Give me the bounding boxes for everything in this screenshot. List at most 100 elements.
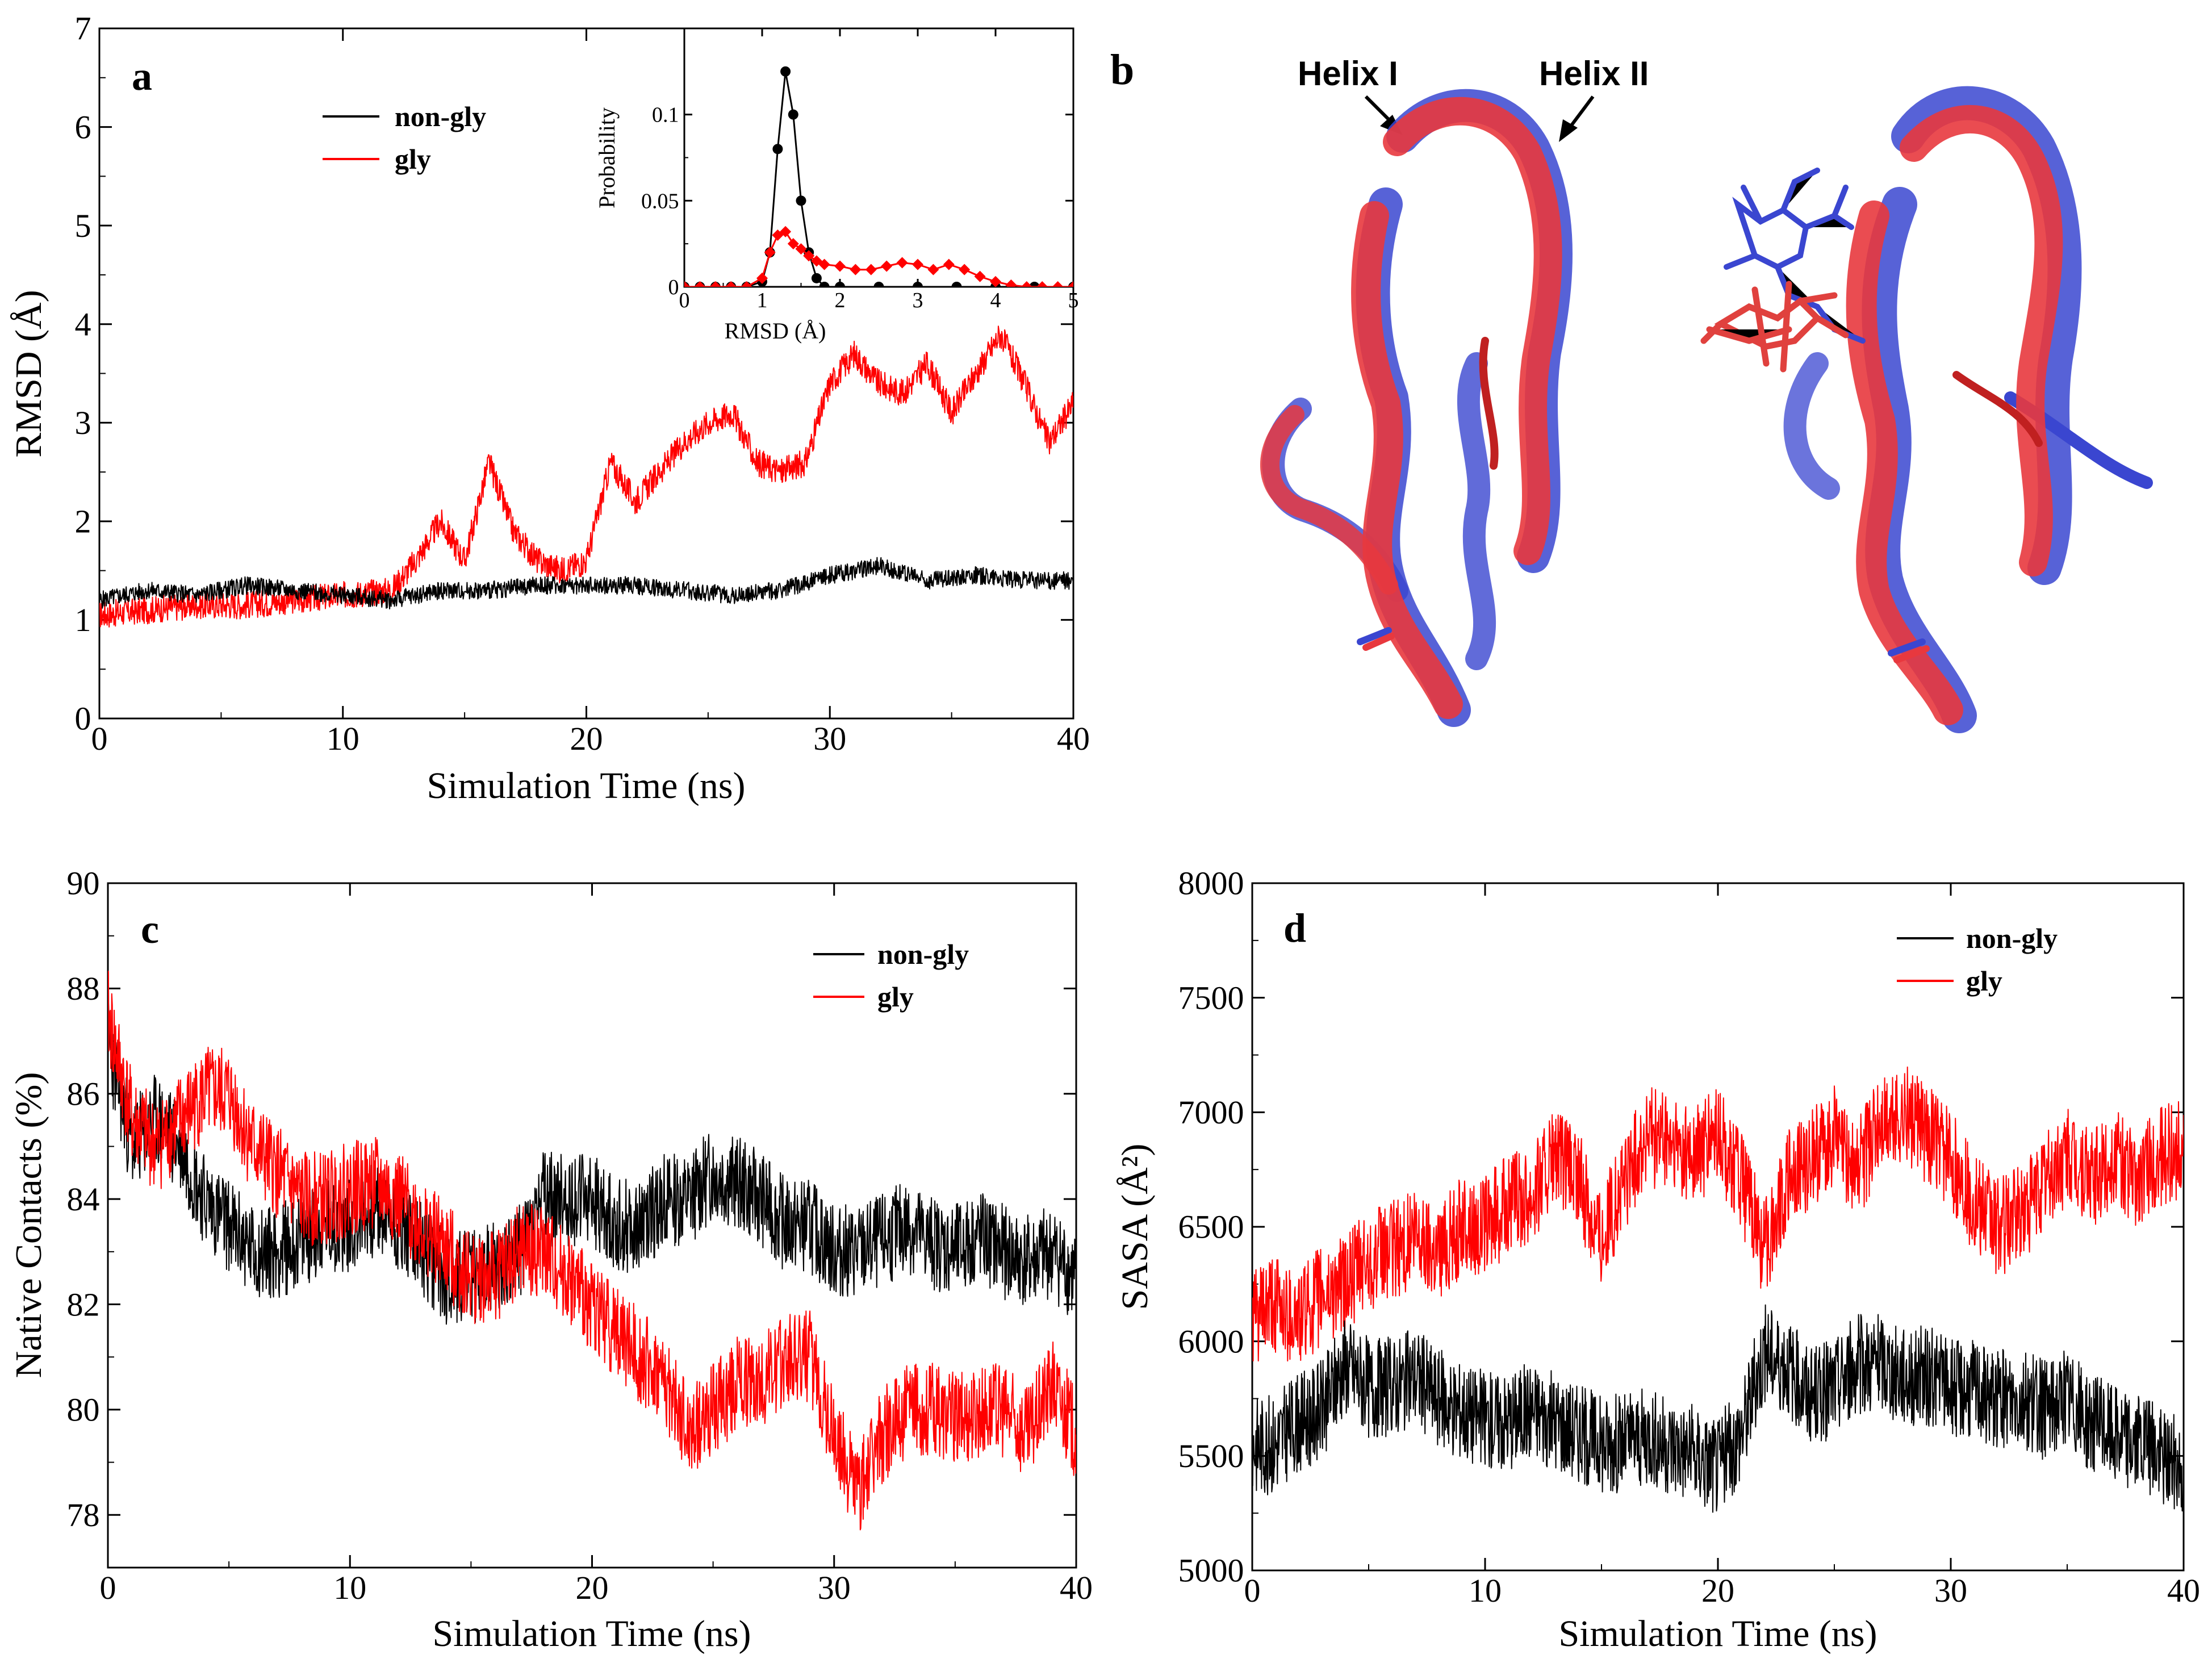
panel-c-ticks: 0 10 20 30 40 78 80 82 84 86 88 90	[67, 865, 1093, 1606]
panel-a-y-tick-label: 4	[75, 306, 91, 342]
inset-point-non-gly	[951, 282, 962, 287]
panel-d-y-tick-label: 5000	[1178, 1552, 1244, 1589]
inset-y-tick-label: 0.1	[652, 103, 679, 127]
inset-point-gly	[1005, 279, 1017, 287]
inset-ylabel: Probability	[594, 107, 620, 208]
inset-point-gly	[896, 257, 908, 269]
inset-point-gly	[741, 281, 752, 287]
panel-a-line-gly	[99, 325, 1073, 628]
panel-d-x-tick-label: 30	[1934, 1572, 1967, 1609]
panel-a-inset-probability-chart: 0 1 2 3 4 5 0 0.05 0.1 RMSD (Å) Probability	[594, 27, 1079, 344]
glycan-sticks-red	[1700, 281, 1849, 373]
panel-a-series	[99, 325, 1073, 628]
inset-point-gly	[990, 275, 1001, 287]
inset-point-non-gly	[788, 109, 798, 120]
panel-a-y-tick-label: 5	[75, 207, 91, 244]
panel-d-line-non-gly	[1252, 1304, 2184, 1513]
inset-xlabel: RMSD (Å)	[725, 318, 826, 344]
inset-y-tick-label: 0.05	[641, 189, 679, 213]
inset-point-non-gly	[796, 195, 806, 206]
inset-point-gly	[803, 250, 815, 262]
panel-a-x-tick-label: 20	[570, 720, 603, 757]
panel-d-y-tick-label: 7500	[1178, 979, 1244, 1016]
panel-d-x-tick-label: 20	[1701, 1572, 1734, 1609]
panel-d-y-tick-label: 6000	[1178, 1323, 1244, 1360]
panel-c-series	[108, 971, 1076, 1531]
panel-d-label: d	[1283, 905, 1306, 951]
panel-c-y-tick-label: 86	[67, 1075, 100, 1112]
inset-point-gly	[943, 258, 955, 270]
panel-a-y-tick-label: 1	[75, 601, 91, 638]
inset-point-gly	[795, 243, 807, 255]
panel-a-label: a	[132, 53, 152, 99]
panel-c-line-gly	[108, 971, 1076, 1531]
structure-glycated-overlay	[1783, 86, 2153, 733]
panel-d-y-tick-label: 7000	[1178, 1094, 1244, 1131]
inset-point-gly	[912, 258, 923, 270]
inset-point-non-gly	[873, 282, 884, 287]
inset-point-gly	[780, 225, 792, 237]
inset-x-tick-label: 2	[835, 289, 846, 312]
panel-c-x-tick-label: 10	[333, 1569, 366, 1606]
inset-y-tick-label: 0	[668, 275, 679, 299]
panel-c-legend-gly: gly	[877, 981, 914, 1013]
panel-c-legend-non-gly: non-gly	[877, 938, 969, 970]
panel-c-xlabel: Simulation Time (ns)	[432, 1613, 751, 1654]
panel-d-y-tick-label: 8000	[1178, 865, 1244, 902]
panel-c-x-tick-label: 40	[1060, 1569, 1093, 1606]
inset-point-gly	[725, 281, 737, 287]
panel-d-ylabel: SASA (Å²)	[1114, 1143, 1156, 1310]
inset-point-gly	[881, 260, 893, 272]
inset-point-gly	[709, 281, 721, 287]
panel-d-xlabel: Simulation Time (ns)	[1558, 1613, 1877, 1654]
inset-point-non-gly	[811, 273, 822, 283]
panel-a-xlabel: Simulation Time (ns)	[426, 765, 745, 807]
inset-point-gly	[834, 260, 846, 272]
panel-c-y-tick-label: 88	[67, 970, 100, 1007]
inset-point-gly	[684, 281, 690, 287]
panel-a-y-tick-label: 6	[75, 108, 91, 145]
inset-point-gly	[818, 258, 830, 270]
panel-a-x-tick-label: 0	[91, 720, 108, 757]
panel-a-legend-gly: gly	[395, 143, 431, 175]
inset-plot-frame	[683, 27, 1074, 288]
inset-point-gly	[959, 264, 971, 275]
inset-x-tick-label: 4	[990, 289, 1001, 312]
inset-x-tick-label: 0	[679, 289, 690, 312]
inset-point-gly	[764, 246, 776, 258]
inset-point-gly	[1068, 281, 1073, 287]
inset-point-gly	[974, 270, 986, 282]
inset-point-non-gly	[780, 66, 791, 77]
panel-d-line-gly	[1252, 1066, 2184, 1362]
panel-d-legend-gly: gly	[1966, 965, 2002, 997]
inset-point-non-gly	[913, 282, 923, 287]
panel-c-x-tick-label: 0	[100, 1569, 116, 1606]
panel-a-x-tick-label: 10	[327, 720, 359, 757]
inset-point-gly	[1036, 281, 1048, 287]
panel-a-legend-non-gly: non-gly	[395, 101, 486, 132]
inset-point-gly	[1021, 281, 1032, 287]
inset-point-gly	[1052, 281, 1064, 287]
panel-d-x-tick-label: 0	[1244, 1572, 1261, 1609]
panel-c-ylabel: Native Contacts (%)	[8, 1072, 49, 1378]
panel-c-x-tick-label: 20	[576, 1569, 609, 1606]
panel-a-x-tick-label: 30	[813, 720, 846, 757]
panel-b-label: b	[1110, 46, 1134, 94]
panel-c-y-tick-label: 84	[67, 1181, 100, 1218]
panel-c-x-tick-label: 30	[818, 1569, 851, 1606]
panel-c-line-non-gly	[108, 1001, 1076, 1325]
inset-point-non-gly	[835, 282, 845, 287]
inset-point-non-gly	[819, 282, 830, 287]
panel-d-x-tick-label: 10	[1469, 1572, 1502, 1609]
panel-b-protein-structures: b Helix I Helix II	[1110, 46, 2153, 733]
inset-x-tick-label: 3	[913, 289, 923, 312]
panel-a-y-tick-label: 7	[75, 10, 91, 47]
inset-x-tick-label: 1	[757, 289, 768, 312]
helix-i-label: Helix I	[1298, 55, 1398, 93]
panel-a-line-non-gly	[99, 557, 1073, 609]
panel-a-ylabel: RMSD (Å)	[8, 290, 49, 457]
